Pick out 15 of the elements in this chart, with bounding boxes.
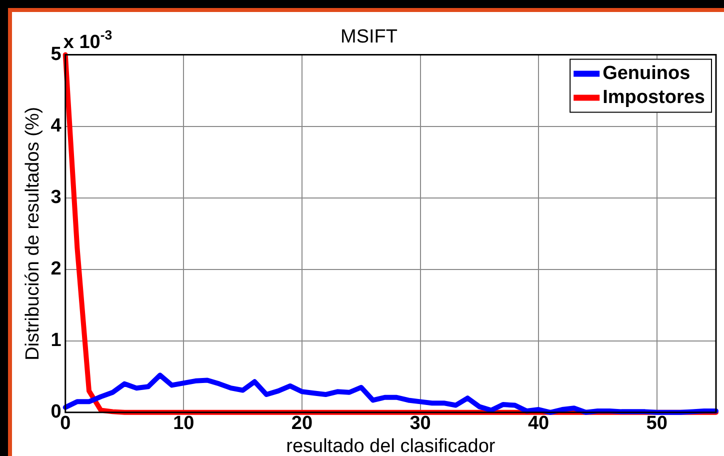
y-tick-label: 3 bbox=[50, 187, 62, 208]
x-tick-label: 20 bbox=[291, 413, 313, 434]
y-tick-label: 1 bbox=[50, 330, 62, 352]
y-tick-label: 5 bbox=[50, 44, 62, 66]
chart-title: MSIFT bbox=[340, 26, 398, 48]
legend-label: Genuinos bbox=[602, 63, 690, 84]
x-tick-label: 50 bbox=[646, 413, 668, 434]
legend-label: Impostores bbox=[602, 87, 706, 108]
x-axis-title: resultado del clasificador bbox=[286, 436, 496, 456]
y-tick-label: 2 bbox=[50, 258, 62, 280]
y-tick-label: 4 bbox=[50, 116, 62, 137]
y-axis-title: Distribución de resultados (%) bbox=[22, 106, 44, 360]
x-tick-label: 10 bbox=[173, 413, 194, 434]
x-tick-label: 30 bbox=[410, 413, 431, 434]
x-tick-label: 40 bbox=[528, 413, 550, 434]
